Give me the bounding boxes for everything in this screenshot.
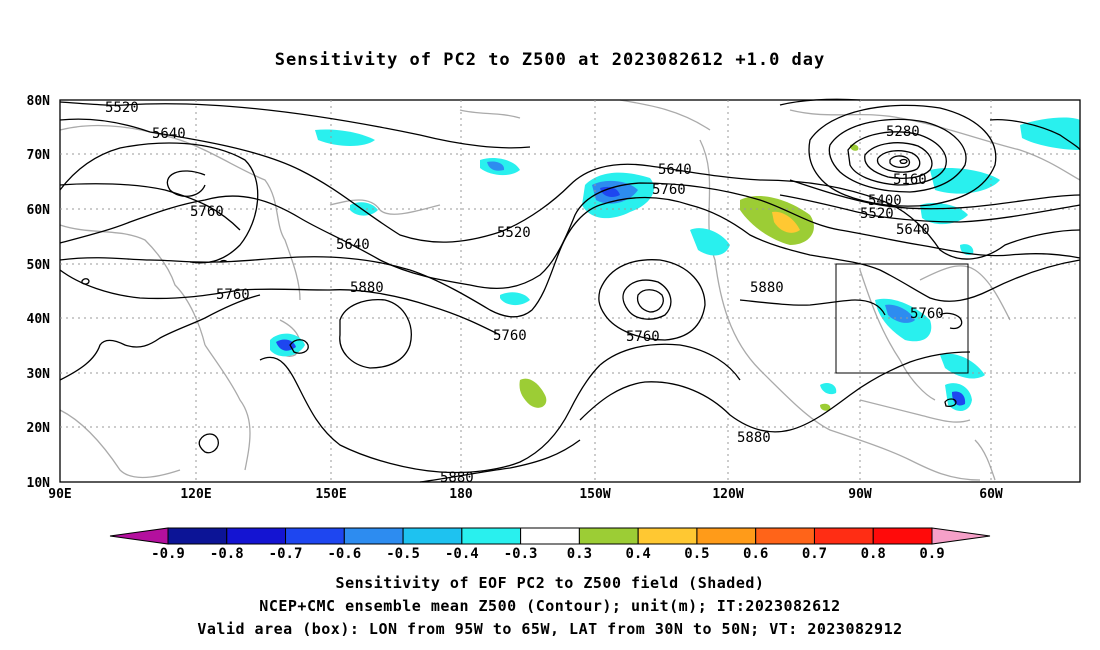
- plot-frame: [59, 99, 1081, 483]
- lat-label: 80N: [27, 94, 51, 109]
- colorbar-tick-label: -0.5: [386, 546, 420, 562]
- contour-label: 5760: [652, 182, 686, 198]
- valid-area-box: [835, 263, 969, 374]
- colorbar-tick-label: -0.6: [327, 546, 361, 562]
- z500-contours: [59, 98, 1081, 483]
- colorbar-swatch: [343, 527, 404, 545]
- contour-label: 5880: [350, 280, 384, 296]
- lon-label: 180: [449, 487, 473, 502]
- contour-label: 5640: [152, 126, 186, 142]
- lon-label: 120W: [712, 487, 743, 502]
- contour-label: 5520: [497, 225, 531, 241]
- footer-line-2: NCEP+CMC ensemble mean Z500 (Contour); u…: [259, 597, 841, 615]
- contour-label: 5760: [190, 204, 224, 220]
- colorbar-swatch: [167, 527, 228, 545]
- contour-labels: 5520 5640 5760 5640 5760 5880 5520 5640 …: [105, 100, 944, 486]
- lon-label: 90W: [848, 487, 872, 502]
- colorbar-tick-label: 0.5: [684, 546, 709, 562]
- contour-label: 5400: [868, 193, 902, 209]
- lat-label: 40N: [27, 312, 51, 327]
- contour-label: 5520: [105, 100, 139, 116]
- coastlines: [59, 99, 1081, 481]
- colorbar-tick-label: -0.9: [151, 546, 185, 562]
- footer-line-1: Sensitivity of EOF PC2 to Z500 field (Sh…: [335, 574, 765, 592]
- colorbar-swatch: [285, 527, 345, 545]
- lon-label: 150E: [315, 487, 346, 502]
- contour-label: 5640: [658, 162, 692, 178]
- lat-label: 30N: [27, 367, 51, 382]
- colorbar-tick-label: -0.3: [504, 546, 538, 562]
- contour-label: 5880: [750, 280, 784, 296]
- colorbar-swatch: [402, 527, 463, 545]
- colorbar-swatch: [461, 527, 522, 545]
- lat-label: 10N: [27, 476, 51, 491]
- contour-label: 5760: [493, 328, 527, 344]
- page-title: Sensitivity of PC2 to Z500 at 2023082612…: [274, 50, 826, 70]
- colorbar-swatch: [696, 527, 757, 545]
- colorbar-tick-label: 0.4: [626, 546, 651, 562]
- lon-label: 60W: [979, 487, 1003, 502]
- lat-label: 20N: [27, 421, 51, 436]
- lon-label: 90E: [48, 487, 71, 502]
- colorbar-max-arrow: [931, 527, 991, 545]
- colorbar-tick-label: -0.4: [445, 546, 479, 562]
- lat-axis-labels: 80N 70N 60N 50N 40N 30N 20N 10N: [27, 94, 51, 491]
- colorbar-swatch: [755, 527, 815, 545]
- gridlines: [60, 100, 1080, 482]
- lon-axis-labels: 90E 120E 150E 180 150W 120W 90W 60W: [48, 487, 1003, 502]
- contour-label: 5760: [216, 287, 250, 303]
- colorbar-tick-label: 0.3: [567, 546, 592, 562]
- contour-label: 5640: [896, 222, 930, 238]
- contour-label: 5880: [440, 470, 474, 486]
- colorbar-swatch: [872, 527, 933, 545]
- lat-label: 50N: [27, 258, 51, 273]
- contour-label: 5520: [860, 206, 894, 222]
- contour-label: 5760: [910, 306, 944, 322]
- colorbar-tick-label: 0.6: [743, 546, 768, 562]
- colorbar-min-arrow: [109, 527, 169, 545]
- contour-label: 5160: [893, 172, 927, 188]
- lat-label: 60N: [27, 203, 51, 218]
- colorbar-tick-label: 0.9: [919, 546, 944, 562]
- colorbar-tick-label: 0.8: [861, 546, 886, 562]
- lat-label: 70N: [27, 148, 51, 163]
- lon-label: 120E: [180, 487, 211, 502]
- contour-label: 5760: [626, 329, 660, 345]
- contour-label: 5640: [336, 237, 370, 253]
- lon-label: 150W: [579, 487, 610, 502]
- colorbar-swatch: [813, 527, 874, 545]
- contour-label: 5880: [737, 430, 771, 446]
- contour-label: 5280: [886, 124, 920, 140]
- colorbar-swatch: [226, 527, 287, 545]
- colorbar-swatch: [637, 527, 698, 545]
- colorbar-swatch: [520, 527, 580, 545]
- colorbar: -0.9 -0.8 -0.7 -0.6 -0.5 -0.4 -0.3 0.3 0.4 0.5 0.6…: [109, 527, 991, 562]
- colorbar-tick-label: 0.7: [802, 546, 827, 562]
- colorbar-swatch: [578, 527, 639, 545]
- colorbar-tick-label: -0.7: [269, 546, 303, 562]
- colorbar-tick-label: -0.8: [210, 546, 244, 562]
- footer-line-3: Valid area (box): LON from 95W to 65W, L…: [197, 620, 903, 638]
